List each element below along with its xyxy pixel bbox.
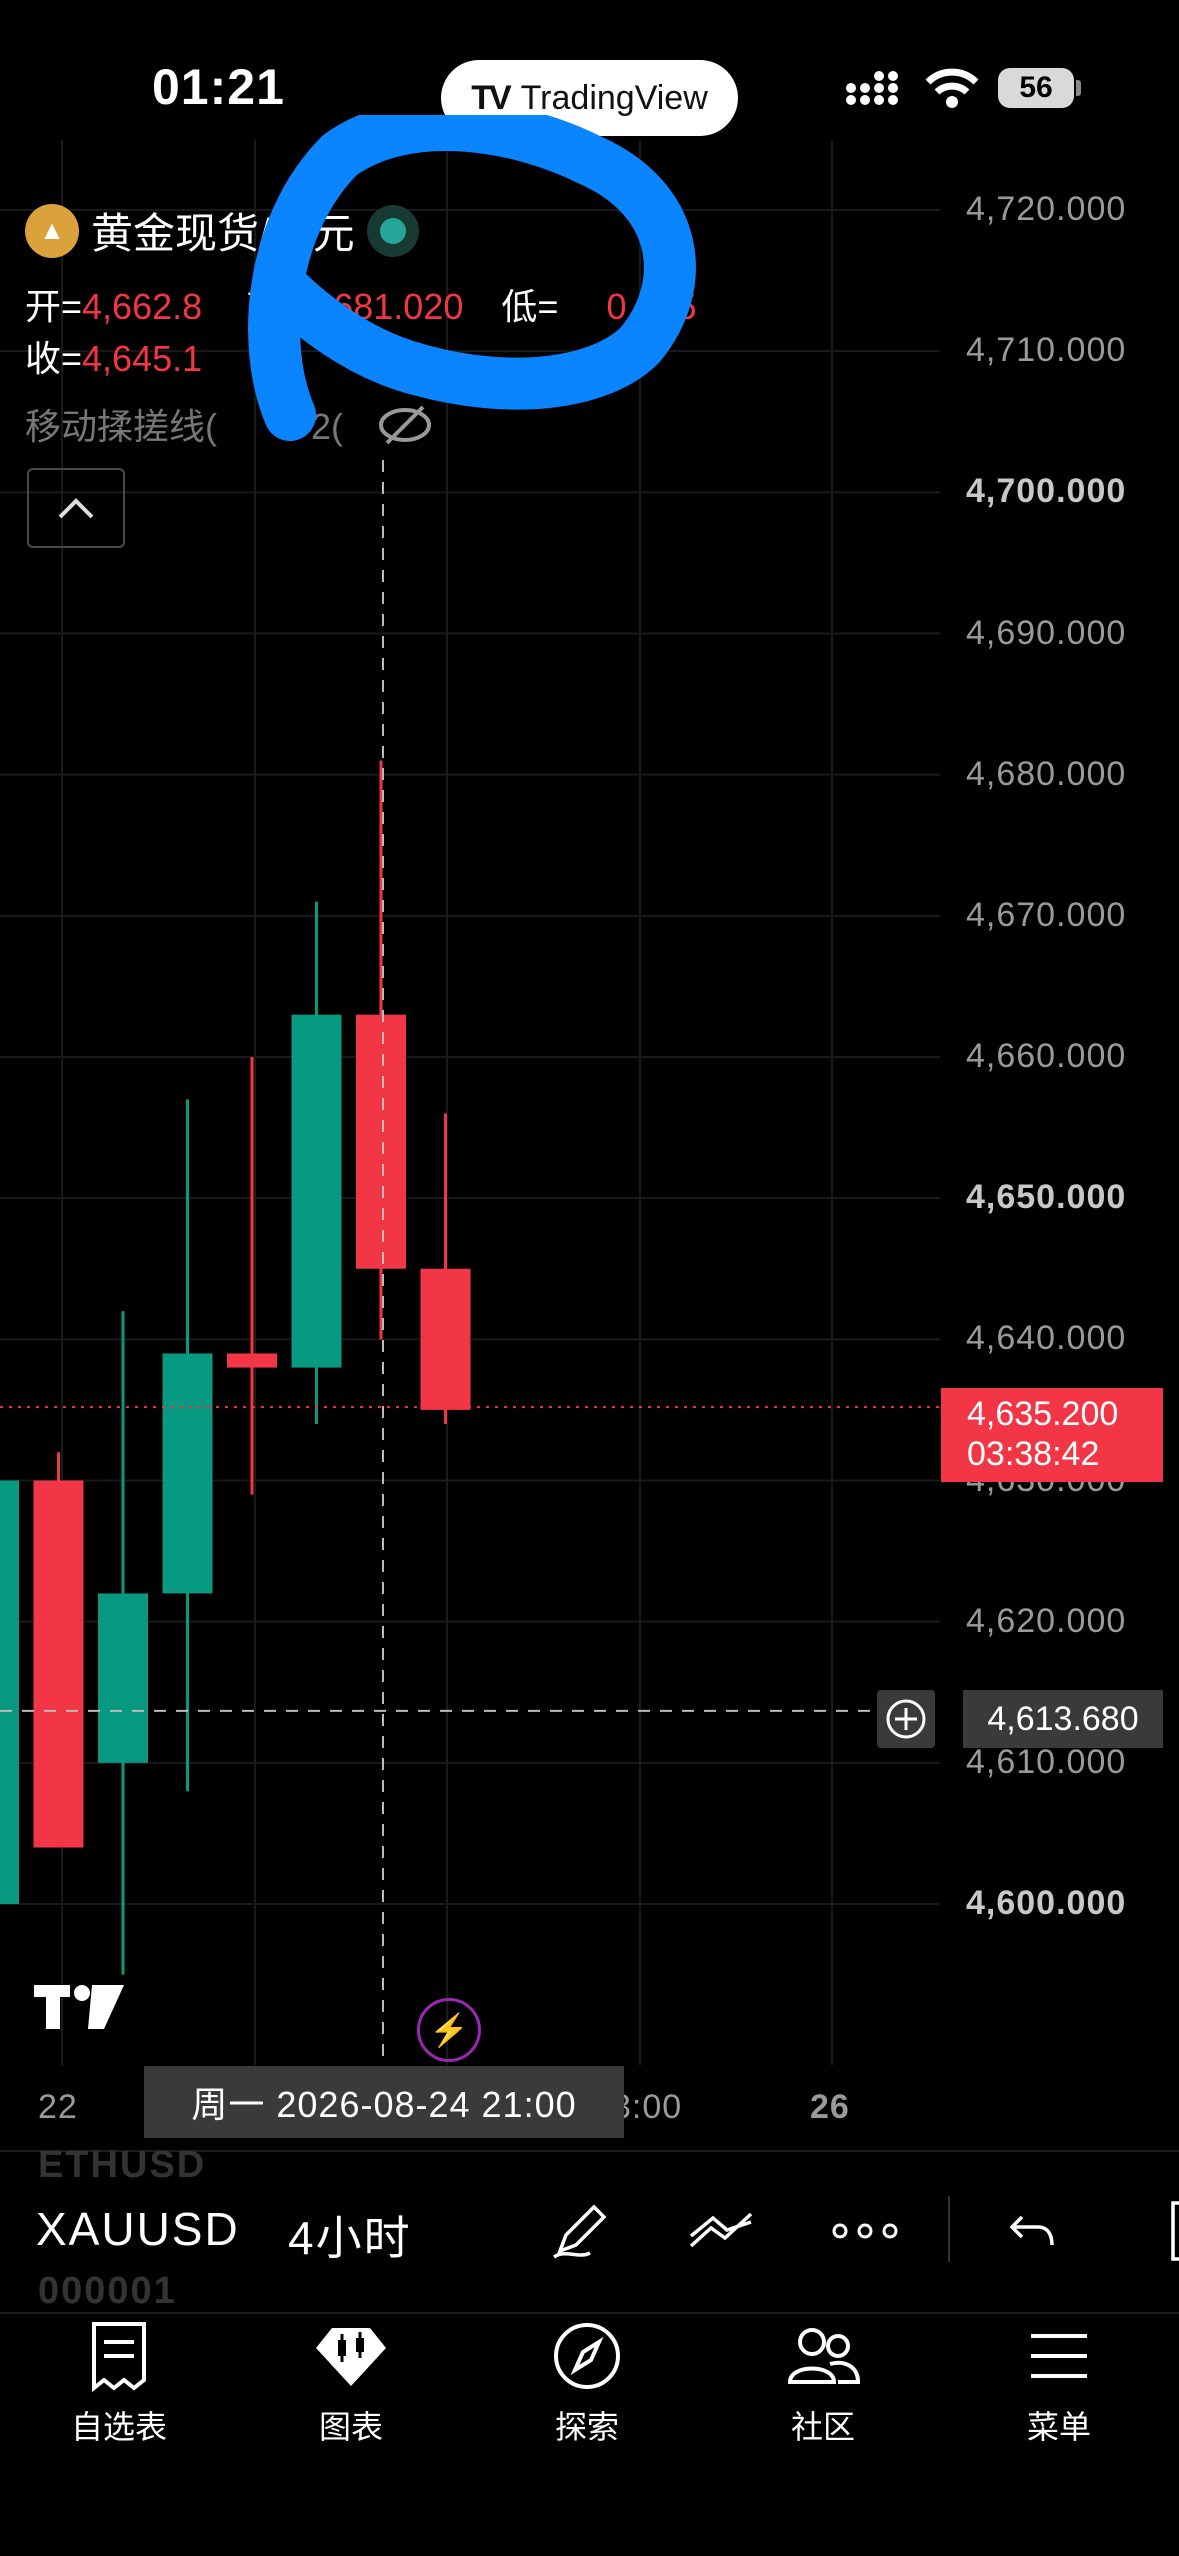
- undo-icon[interactable]: [998, 2196, 1068, 2266]
- nav-chart-label: 图表: [318, 2409, 383, 2445]
- lightning-icon[interactable]: ⚡: [417, 1998, 481, 2062]
- price-axis-label: 4,710.000: [966, 331, 1127, 370]
- chart-toolbar: [0, 2150, 1179, 2314]
- chart-lines: [0, 460, 940, 2065]
- market-status-icon[interactable]: [366, 204, 419, 257]
- price-axis-label: 4,610.000: [966, 1742, 1127, 1781]
- plus-circle-icon: [886, 1699, 926, 1739]
- candle-body: [0, 1480, 19, 1904]
- drawing-pen-icon[interactable]: [545, 2196, 615, 2266]
- compass-icon: [554, 2323, 620, 2389]
- price-axis-label: 4,670.000: [966, 895, 1127, 934]
- price-axis-label: 4,640.000: [966, 1319, 1127, 1358]
- visibility-off-icon[interactable]: [375, 401, 435, 458]
- chevron-up-icon: [58, 498, 94, 519]
- nav-chart[interactable]: 图表: [276, 2320, 426, 2448]
- interval-selector[interactable]: 4小时: [288, 2212, 412, 2264]
- price-axis-label: 4,690.000: [966, 613, 1127, 652]
- close-row: 收=4,645.1: [25, 330, 202, 382]
- symbol-selector[interactable]: XAUUSD: [36, 2203, 240, 2255]
- fullscreen-icon[interactable]: [1140, 2196, 1179, 2266]
- candles: [0, 760, 471, 1975]
- price-axis-label: 4,660.000: [966, 1037, 1127, 1075]
- candle-body: [356, 1014, 406, 1269]
- last-price-value: 4,635.200: [967, 1395, 1119, 1433]
- nav-menu-label: 菜单: [1026, 2409, 1091, 2445]
- nav-explore-label: 探索: [554, 2409, 619, 2445]
- close-key: 收=: [25, 338, 83, 379]
- wifi-icon: [924, 66, 980, 115]
- price-axis-label: 4,700.000: [966, 472, 1127, 511]
- watchlist-icon: [92, 2322, 146, 2392]
- candle-body: [162, 1353, 213, 1594]
- symbol-scroll-next[interactable]: 000001: [38, 2270, 177, 2312]
- battery-indicator: 56: [998, 68, 1074, 108]
- nav-community[interactable]: 社区: [748, 2320, 898, 2448]
- nav-watchlist-label: 自选表: [70, 2409, 167, 2445]
- nav-watchlist[interactable]: 自选表: [44, 2320, 194, 2448]
- battery-tip: [1076, 80, 1081, 96]
- symbol-scroll-prev[interactable]: ETHUSD: [38, 2144, 207, 2186]
- price-axis-label: 4,680.000: [966, 754, 1127, 793]
- price-axis-label: 4,720.000: [966, 190, 1127, 228]
- community-icon: [787, 2328, 861, 2384]
- freehand-annotation: [248, 115, 696, 441]
- candlestick-chart[interactable]: [0, 140, 940, 2070]
- collapse-legend-button[interactable]: [27, 468, 125, 548]
- chart-icon: [316, 2328, 386, 2386]
- price-axis-label: 4,620.000: [966, 1601, 1127, 1640]
- crosshair-price-label: 4,613.680: [963, 1690, 1163, 1748]
- price-axis-label: 4,650.000: [966, 1178, 1127, 1217]
- candle-body: [33, 1480, 84, 1848]
- signal-icon: [845, 70, 907, 115]
- low-key: 低=: [501, 286, 559, 327]
- close-value: 4,645.1: [82, 338, 203, 379]
- open-key: 开=: [25, 286, 83, 327]
- bar-countdown: 03:38:42: [967, 1435, 1100, 1473]
- tradingview-pill-label: TradingView: [520, 78, 708, 117]
- candle-body: [227, 1353, 277, 1368]
- indicators-icon[interactable]: [687, 2196, 757, 2266]
- add-alert-button[interactable]: [877, 1690, 935, 1748]
- tradingview-watermark-icon[interactable]: [34, 1975, 126, 2046]
- time-label-26: 26: [810, 2088, 850, 2126]
- price-axis-label: 4,600.000: [966, 1884, 1127, 1922]
- tradingview-logo-icon: TV: [471, 78, 511, 117]
- time-label-22: 22: [38, 2088, 78, 2126]
- candle-body: [98, 1593, 148, 1763]
- indicator-name: 移动揉搓线(: [25, 406, 217, 447]
- crosshair-time-label: 周一 2026-08-24 21:00: [144, 2066, 624, 2138]
- nav-menu[interactable]: 菜单: [984, 2320, 1134, 2448]
- toolbar-divider: [948, 2196, 950, 2262]
- last-price-tag: 4,635.200 03:38:42: [941, 1388, 1163, 1482]
- nav-explore[interactable]: 探索: [512, 2320, 662, 2448]
- candle-body: [291, 1014, 342, 1368]
- open-value: 4,662.8: [82, 286, 203, 327]
- more-icon[interactable]: [830, 2196, 900, 2266]
- gold-icon: ▲: [25, 203, 79, 258]
- menu-icon: [1031, 2334, 1087, 2378]
- candle-body: [420, 1268, 471, 1410]
- nav-community-label: 社区: [790, 2409, 855, 2445]
- status-time: 01:21: [152, 59, 285, 115]
